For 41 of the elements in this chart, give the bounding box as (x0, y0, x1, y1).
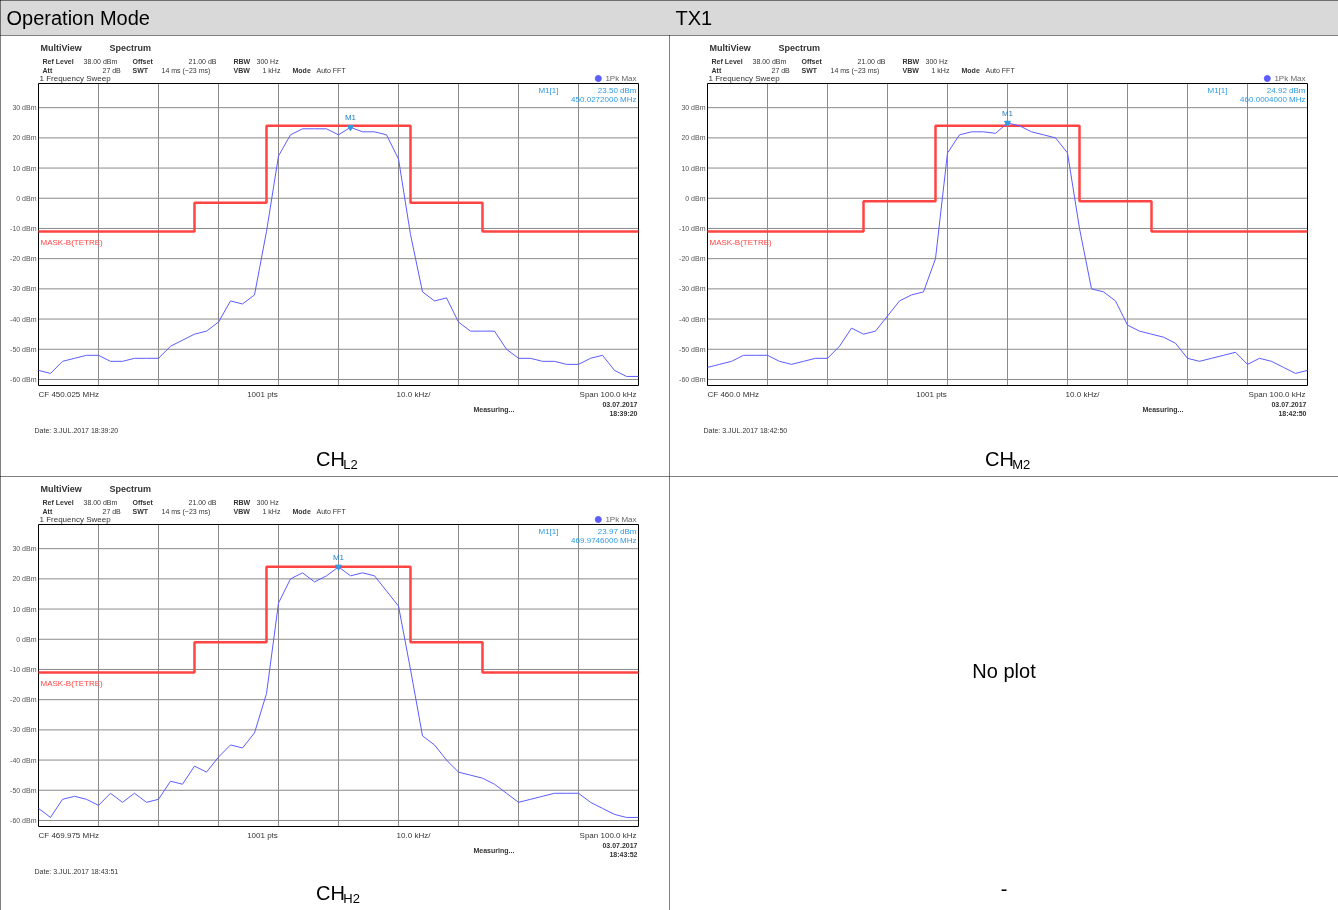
text: Span 100.0 kHz (1248, 390, 1306, 399)
legend-label: 1Pk Max (605, 515, 637, 524)
annotation: 460.0004000 MHz (1240, 95, 1306, 104)
annotation: 23.97 dBm (597, 527, 637, 536)
annotation: M1 (1001, 109, 1014, 118)
annotation: M1 (332, 552, 345, 562)
annotation: 450.0272000 MHz (571, 95, 637, 104)
text: Spectrum (778, 42, 821, 53)
text: MultiView (40, 42, 83, 53)
annotation: M1[1] (538, 86, 559, 95)
text: Spectrum (109, 42, 152, 53)
chart-title: Operation Mode (6, 7, 150, 29)
text: Span 100.0 kHz (579, 390, 637, 399)
text: 10.0 kHz/ (396, 831, 432, 840)
text: 1 Frequency Sweep (39, 515, 112, 524)
text: 1 Frequency Sweep (39, 74, 112, 83)
line-series (38, 125, 639, 377)
text: 10.0 kHz/ (396, 390, 432, 399)
annotation: M1[1] (1207, 86, 1228, 95)
annotation: M1[1] (538, 527, 559, 536)
annotation: 23.50 dBm (597, 86, 637, 95)
text: 10.0 kHz/ (1065, 390, 1101, 399)
text: - (1000, 877, 1008, 900)
text: CF 460.0 MHz (707, 390, 760, 399)
legend-label: 1Pk Max (1274, 74, 1306, 83)
text: MultiView (40, 483, 83, 494)
text: 1001 pts (916, 390, 947, 399)
text: CF 469.975 MHz (38, 831, 99, 840)
legend-label: 1Pk Max (605, 74, 637, 83)
text: Span 100.0 kHz (579, 831, 637, 840)
text: MultiView (709, 42, 752, 53)
annotation: M1 (344, 113, 357, 123)
text: 1001 pts (247, 831, 278, 840)
text: CF 450.025 MHz (38, 390, 99, 399)
annotation: 24.92 dBm (1266, 86, 1306, 95)
text: 1001 pts (247, 390, 278, 399)
annotation: 469.9746000 MHz (571, 536, 637, 545)
chart-title: TX1 (675, 7, 713, 29)
text: 1 Frequency Sweep (708, 74, 781, 83)
text: No plot (972, 659, 1037, 682)
text: Spectrum (109, 483, 152, 494)
